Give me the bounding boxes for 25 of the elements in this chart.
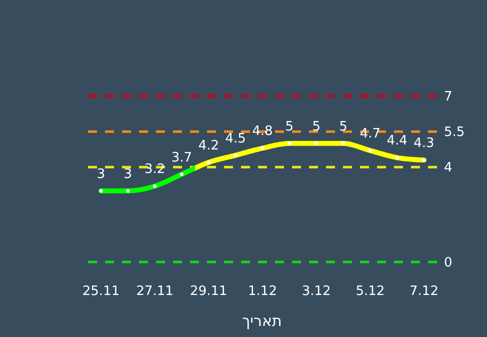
ref-line-label: 4 (444, 160, 452, 176)
data-label: 3 (124, 166, 132, 182)
data-label: 5 (312, 119, 320, 134)
data-label: 3 (96, 166, 106, 182)
data-label: 3.2 (144, 162, 166, 178)
x-tick-label: 3.12 (302, 284, 331, 300)
ref-line-label: 0 (444, 256, 452, 271)
x-tick-label: 25.11 (82, 284, 120, 300)
data-label: 3.7 (171, 150, 192, 166)
x-tick-label: 27.11 (136, 284, 174, 300)
data-label: 4.2 (198, 138, 220, 154)
data-label: 4.4 (386, 134, 408, 149)
data-label: 5 (339, 119, 348, 134)
x-tick-label: 7.12 (410, 284, 438, 300)
ref-line-label: 5.5 (444, 125, 465, 140)
ref-line-label: 7 (444, 90, 452, 105)
x-tick-label: 1.12 (248, 284, 277, 300)
data-label: 5 (285, 119, 294, 134)
x-tick-label: 5.12 (356, 284, 385, 300)
x-axis-title: תאריך (242, 312, 282, 330)
x-tick-label: 29.11 (190, 284, 228, 300)
data-label: 4.3 (414, 136, 434, 152)
data-label: 4.5 (225, 131, 246, 146)
data-label: 4.7 (360, 126, 381, 142)
data-label: 4.8 (252, 124, 273, 140)
